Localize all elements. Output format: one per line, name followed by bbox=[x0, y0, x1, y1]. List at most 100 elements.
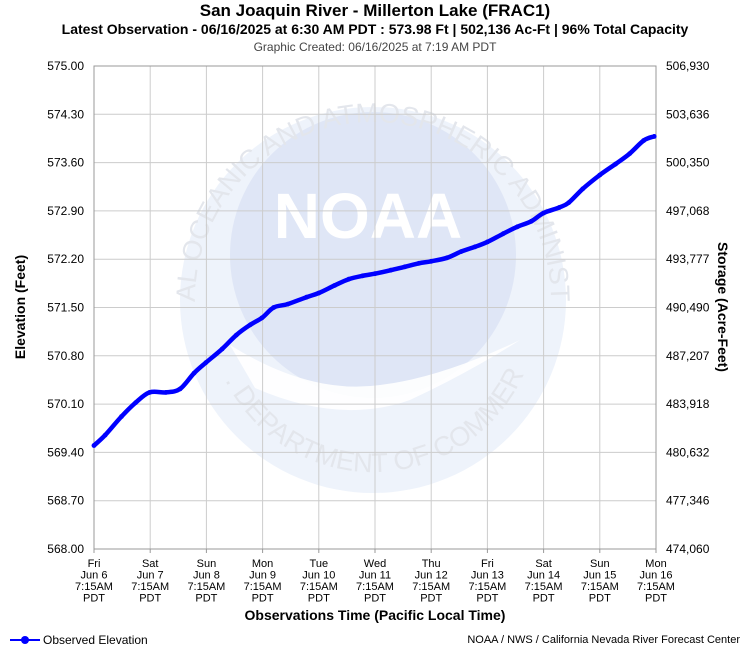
x-tick-label-line: Jun 8 bbox=[193, 570, 220, 582]
data-point bbox=[346, 276, 352, 282]
y2-tick-label: 493,777 bbox=[666, 252, 710, 266]
x-tick-label-line: Jun 13 bbox=[471, 570, 504, 582]
data-point bbox=[472, 244, 478, 250]
x-tick-label-line: Jun 6 bbox=[81, 570, 108, 582]
graphic-created-note: Graphic Created: 06/16/2025 at 7:19 AM P… bbox=[253, 40, 497, 54]
y-tick-label: 569.40 bbox=[47, 445, 84, 459]
data-point bbox=[360, 273, 366, 279]
data-point bbox=[233, 332, 239, 338]
x-tick-label-line: Sat bbox=[142, 558, 159, 570]
x-tick-label-line: Sun bbox=[197, 558, 217, 570]
x-tick-label-line: PDT bbox=[252, 593, 274, 605]
y-axis-right: 474,060 477,346 480,632 483,918 487,207 490,4… bbox=[666, 59, 710, 556]
data-point bbox=[651, 134, 657, 139]
data-point bbox=[528, 218, 534, 224]
watermark-logo-text: NOAA bbox=[274, 180, 462, 252]
x-tick-label-line: PDT bbox=[476, 593, 498, 605]
x-tick-label-line: 7:15AM bbox=[525, 581, 563, 593]
data-point bbox=[402, 264, 408, 270]
data-point bbox=[147, 390, 153, 395]
x-tick-label-line: Sun bbox=[590, 558, 610, 570]
data-point bbox=[444, 255, 450, 261]
chart-title: San Joaquin River - Millerton Lake (FRAC… bbox=[199, 1, 551, 20]
data-point bbox=[566, 200, 572, 206]
data-point bbox=[332, 283, 337, 288]
y-axis-left: 568.00 568.70 569.40 570.10 570.80 571.50 572.… bbox=[47, 59, 84, 556]
x-tick-label-line: PDT bbox=[83, 593, 105, 605]
y2-tick-label: 506,930 bbox=[666, 59, 710, 73]
data-point bbox=[163, 390, 169, 395]
y2-tick-label: 503,636 bbox=[666, 107, 710, 121]
x-tick-label-line: Jun 16 bbox=[639, 570, 672, 582]
y-tick-label: 573.60 bbox=[47, 156, 84, 170]
x-tick-label-line: PDT bbox=[420, 593, 442, 605]
legend-label: Observed Elevation bbox=[43, 633, 148, 647]
x-tick-label-line: Jun 14 bbox=[527, 570, 560, 582]
x-tick-label-line: 7:15AM bbox=[412, 581, 450, 593]
data-point bbox=[641, 138, 647, 143]
x-tick-label-line: PDT bbox=[195, 593, 217, 605]
data-point bbox=[458, 249, 464, 255]
x-tick-label-line: PDT bbox=[364, 593, 386, 605]
legend: Observed Elevation bbox=[10, 633, 148, 647]
y-tick-label: 571.50 bbox=[47, 301, 84, 315]
x-tick-label: Mon Jun 16 7:15AM PDT bbox=[637, 558, 675, 605]
x-tick-label-line: 7:15AM bbox=[356, 581, 394, 593]
noaa-watermark: NOAA NATIONAL OCEANIC AND ATMOSPHERIC AD… bbox=[0, 0, 575, 493]
x-tick-label: Sun Jun 8 7:15AM PDT bbox=[187, 558, 225, 605]
data-point bbox=[271, 305, 277, 310]
x-tick-label: Tue Jun 10 7:15AM PDT bbox=[300, 558, 338, 605]
data-point bbox=[247, 322, 253, 328]
data-point bbox=[627, 151, 633, 157]
latest-observation-subtitle: Latest Observation - 06/16/2025 at 6:30 … bbox=[61, 21, 689, 37]
x-tick-label-line: Wed bbox=[364, 558, 386, 570]
x-tick-label-line: Jun 9 bbox=[249, 570, 276, 582]
data-point bbox=[541, 210, 546, 216]
y-tick-label: 575.00 bbox=[47, 59, 84, 73]
grid bbox=[93, 65, 657, 550]
y-tick-label: 568.00 bbox=[47, 542, 84, 556]
x-tick-label-line: PDT bbox=[645, 593, 667, 605]
x-tick-label-line: Fri bbox=[88, 558, 101, 570]
data-point bbox=[259, 315, 265, 321]
x-tick-label-line: Jun 10 bbox=[302, 570, 335, 582]
series-layer bbox=[91, 134, 657, 448]
data-point bbox=[613, 161, 618, 167]
x-tick-label-line: Jun 7 bbox=[137, 570, 164, 582]
x-tick-label-line: Jun 11 bbox=[359, 570, 391, 582]
x-axis-title: Observations Time (Pacific Local Time) bbox=[245, 607, 506, 623]
x-tick-label: Sat Jun 14 7:15AM PDT bbox=[525, 558, 563, 605]
data-point bbox=[219, 346, 225, 352]
y2-tick-label: 487,207 bbox=[666, 349, 710, 363]
data-point bbox=[102, 432, 108, 438]
data-point bbox=[191, 370, 197, 376]
x-tick-label-line: Jun 12 bbox=[415, 570, 448, 582]
y-tick-label: 570.80 bbox=[47, 349, 84, 363]
data-point bbox=[304, 294, 309, 300]
data-point bbox=[580, 186, 586, 192]
data-point bbox=[557, 205, 562, 210]
y2-tick-label: 500,350 bbox=[666, 156, 710, 170]
y2-tick-label: 483,918 bbox=[666, 397, 710, 411]
data-point bbox=[316, 290, 322, 296]
x-tick-label-line: 7:15AM bbox=[468, 581, 506, 593]
y2-axis-title: Storage (Acre-Feet) bbox=[715, 242, 731, 372]
y2-tick-label: 497,068 bbox=[666, 204, 710, 218]
y-tick-label: 574.30 bbox=[47, 107, 84, 121]
x-tick-label-line: 7:15AM bbox=[187, 581, 225, 593]
y2-tick-label: 480,632 bbox=[666, 445, 710, 459]
data-point bbox=[416, 260, 422, 266]
x-tick-label-line: 7:15AM bbox=[581, 581, 619, 593]
x-tick-label-line: Mon bbox=[645, 558, 666, 570]
x-tick-label-line: 7:15AM bbox=[300, 581, 338, 593]
watermark-gull-icon bbox=[230, 340, 520, 411]
y-axis-title: Elevation (Feet) bbox=[12, 255, 28, 359]
y-tick-label: 570.10 bbox=[47, 397, 84, 411]
x-tick-label: Wed Jun 11 7:15AM PDT bbox=[356, 558, 394, 605]
y-tick-label: 572.20 bbox=[47, 252, 84, 266]
x-tick-label-line: Fri bbox=[481, 558, 494, 570]
x-tick-label-line: PDT bbox=[533, 593, 555, 605]
x-tick-label: Sat Jun 7 7:15AM PDT bbox=[131, 558, 169, 605]
